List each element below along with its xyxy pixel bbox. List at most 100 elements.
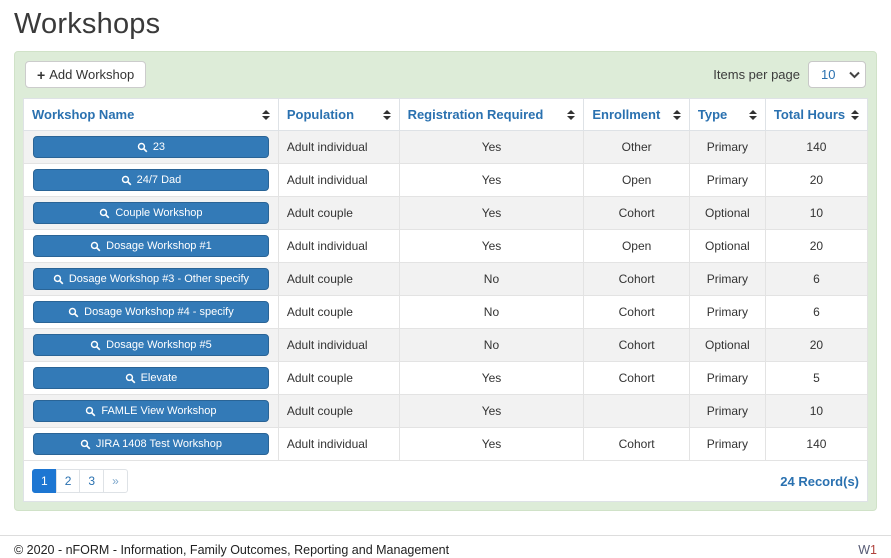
cell-enrollment: Other: [583, 130, 690, 164]
workshop-name-label: Dosage Workshop #3 - Other specify: [68, 273, 250, 285]
cell-type: Primary: [688, 262, 766, 296]
pagination: 1 2 3»: [32, 469, 128, 493]
table-row: Elevate Adult couple Yes Cohort Primary 5: [23, 361, 869, 395]
cell-workshop-name: JIRA 1408 Test Workshop: [23, 427, 279, 461]
workshop-name-label: 24/7 Dad: [136, 174, 182, 186]
pagination-page-2[interactable]: 2: [55, 469, 81, 493]
workshop-name-label: FAMLE View Workshop: [101, 405, 217, 417]
cell-registration-required: Yes: [398, 196, 585, 230]
workshop-detail-button[interactable]: JIRA 1408 Test Workshop: [33, 433, 269, 455]
table-header-row: Workshop Name Population Registration Requ…: [23, 98, 869, 131]
column-header-type[interactable]: Type: [688, 98, 766, 131]
site-footer: © 2020 - nFORM - Information, Family Out…: [0, 535, 891, 557]
workshops-panel: + Add Workshop Items per page 10 Worksho…: [14, 51, 877, 511]
table-row: Dosage Workshop #3 - Other specify Adult …: [23, 262, 869, 296]
cell-enrollment: Cohort: [583, 262, 690, 296]
workshop-detail-button[interactable]: 24/7 Dad: [33, 169, 269, 191]
cell-total-hours: 140: [764, 130, 869, 164]
column-header-enrollment[interactable]: Enrollment: [583, 98, 690, 131]
version-indicator: W1: [858, 543, 877, 557]
cell-population: Adult couple: [277, 295, 400, 329]
cell-total-hours: 20: [764, 328, 869, 362]
cell-enrollment: Cohort: [583, 295, 690, 329]
cell-registration-required: No: [398, 262, 585, 296]
workshop-detail-button[interactable]: Dosage Workshop #5: [33, 334, 269, 356]
cell-enrollment: Cohort: [583, 328, 690, 362]
column-header-registration-required[interactable]: Registration Required: [398, 98, 585, 131]
sort-icon[interactable]: [748, 109, 757, 120]
search-icon: [121, 175, 132, 185]
search-icon: [90, 241, 101, 251]
search-icon: [80, 439, 91, 449]
workshop-name-label: Dosage Workshop #1: [106, 240, 212, 252]
search-icon: [68, 307, 79, 317]
column-header-label: Population: [286, 107, 355, 122]
column-header-label: Workshop Name: [32, 107, 135, 122]
records-count: 24 Record(s): [780, 473, 859, 489]
table-row: 23 Adult individual Yes Other Primary 140: [23, 130, 869, 164]
pagination-next-button[interactable]: »: [103, 469, 128, 493]
table-row: Dosage Workshop #5 Adult individual No Coho…: [23, 328, 869, 362]
pagination-page-3[interactable]: 3: [79, 469, 105, 493]
table-footer-row: 1 2 3» 24 Record(s): [23, 460, 868, 502]
cell-workshop-name: Dosage Workshop #1: [23, 229, 279, 263]
cell-population: Adult couple: [277, 361, 400, 395]
plus-icon: +: [37, 66, 46, 83]
cell-population: Adult couple: [277, 262, 400, 296]
cell-workshop-name: 24/7 Dad: [23, 163, 279, 197]
search-icon: [125, 373, 135, 383]
column-header-label: Type: [697, 107, 728, 122]
table-row: Dosage Workshop #4 - specify Adult couple…: [23, 295, 869, 329]
items-per-page-label: Items per page: [713, 67, 800, 82]
cell-registration-required: Yes: [398, 163, 585, 197]
column-header-total-hours[interactable]: Total Hours: [764, 98, 869, 131]
cell-type: Optional: [688, 229, 766, 263]
sort-icon[interactable]: [672, 109, 681, 120]
cell-total-hours: 140: [764, 427, 869, 461]
cell-workshop-name: Dosage Workshop #3 - Other specify: [23, 262, 279, 296]
footer-copyright: © 2020 - nFORM - Information, Family Out…: [14, 543, 450, 557]
search-icon: [86, 406, 96, 416]
cell-population: Adult individual: [277, 163, 400, 197]
workshop-detail-button[interactable]: Couple Workshop: [33, 202, 269, 224]
cell-registration-required: No: [398, 295, 585, 329]
column-header-population[interactable]: Population: [277, 98, 400, 131]
sort-icon[interactable]: [851, 109, 859, 120]
workshop-detail-button[interactable]: Dosage Workshop #4 - specify: [33, 301, 269, 323]
cell-population: Adult couple: [277, 196, 400, 230]
add-workshop-button[interactable]: + Add Workshop: [25, 61, 147, 88]
cell-registration-required: Yes: [398, 229, 585, 263]
workshop-detail-button[interactable]: Elevate: [33, 367, 269, 389]
cell-total-hours: 20: [764, 229, 869, 263]
workshop-detail-button[interactable]: Dosage Workshop #3 - Other specify: [33, 268, 269, 290]
cell-total-hours: 6: [764, 295, 869, 329]
sort-icon[interactable]: [567, 109, 576, 120]
cell-workshop-name: Dosage Workshop #4 - specify: [23, 295, 279, 329]
sort-icon[interactable]: [261, 109, 270, 120]
add-workshop-label: Add Workshop: [49, 67, 135, 82]
workshop-detail-button[interactable]: Dosage Workshop #1: [33, 235, 269, 257]
workshop-detail-button[interactable]: 23: [33, 136, 269, 158]
workshop-name-label: Dosage Workshop #5: [106, 339, 212, 351]
column-header-workshop-name[interactable]: Workshop Name: [23, 98, 279, 131]
cell-type: Primary: [688, 361, 766, 395]
workshop-detail-button[interactable]: FAMLE View Workshop: [33, 400, 269, 422]
cell-population: Adult couple: [277, 394, 400, 428]
cell-registration-required: Yes: [398, 130, 585, 164]
sort-icon[interactable]: [382, 109, 391, 120]
cell-total-hours: 5: [764, 361, 869, 395]
cell-type: Primary: [688, 163, 766, 197]
cell-registration-required: Yes: [398, 394, 585, 428]
cell-registration-required: Yes: [398, 427, 585, 461]
table-row: JIRA 1408 Test Workshop Adult individual Y…: [23, 427, 869, 461]
pagination-page-1[interactable]: 1: [32, 469, 57, 493]
cell-enrollment: Open: [583, 163, 690, 197]
version-number: 1: [870, 543, 877, 557]
items-per-page-select[interactable]: 10: [808, 61, 866, 88]
version-prefix: W: [858, 543, 871, 557]
workshops-table: Workshop Name Population Registration Requ…: [23, 98, 869, 502]
cell-type: Primary: [688, 130, 766, 164]
cell-type: Primary: [688, 427, 766, 461]
toolbar: + Add Workshop Items per page 10: [23, 60, 868, 98]
cell-enrollment: Cohort: [583, 361, 690, 395]
